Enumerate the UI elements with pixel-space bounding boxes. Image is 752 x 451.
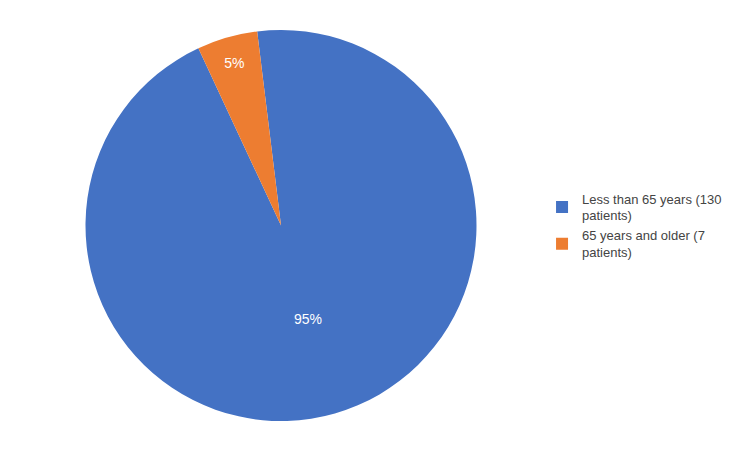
svg-text:5%: 5% xyxy=(224,55,244,71)
svg-text:95%: 95% xyxy=(294,311,322,327)
svg-text:65 years and older (7patients): 65 years and older (7patients) xyxy=(582,228,705,260)
svg-text:Less than 65 years (130patient: Less than 65 years (130patients) xyxy=(582,192,721,224)
